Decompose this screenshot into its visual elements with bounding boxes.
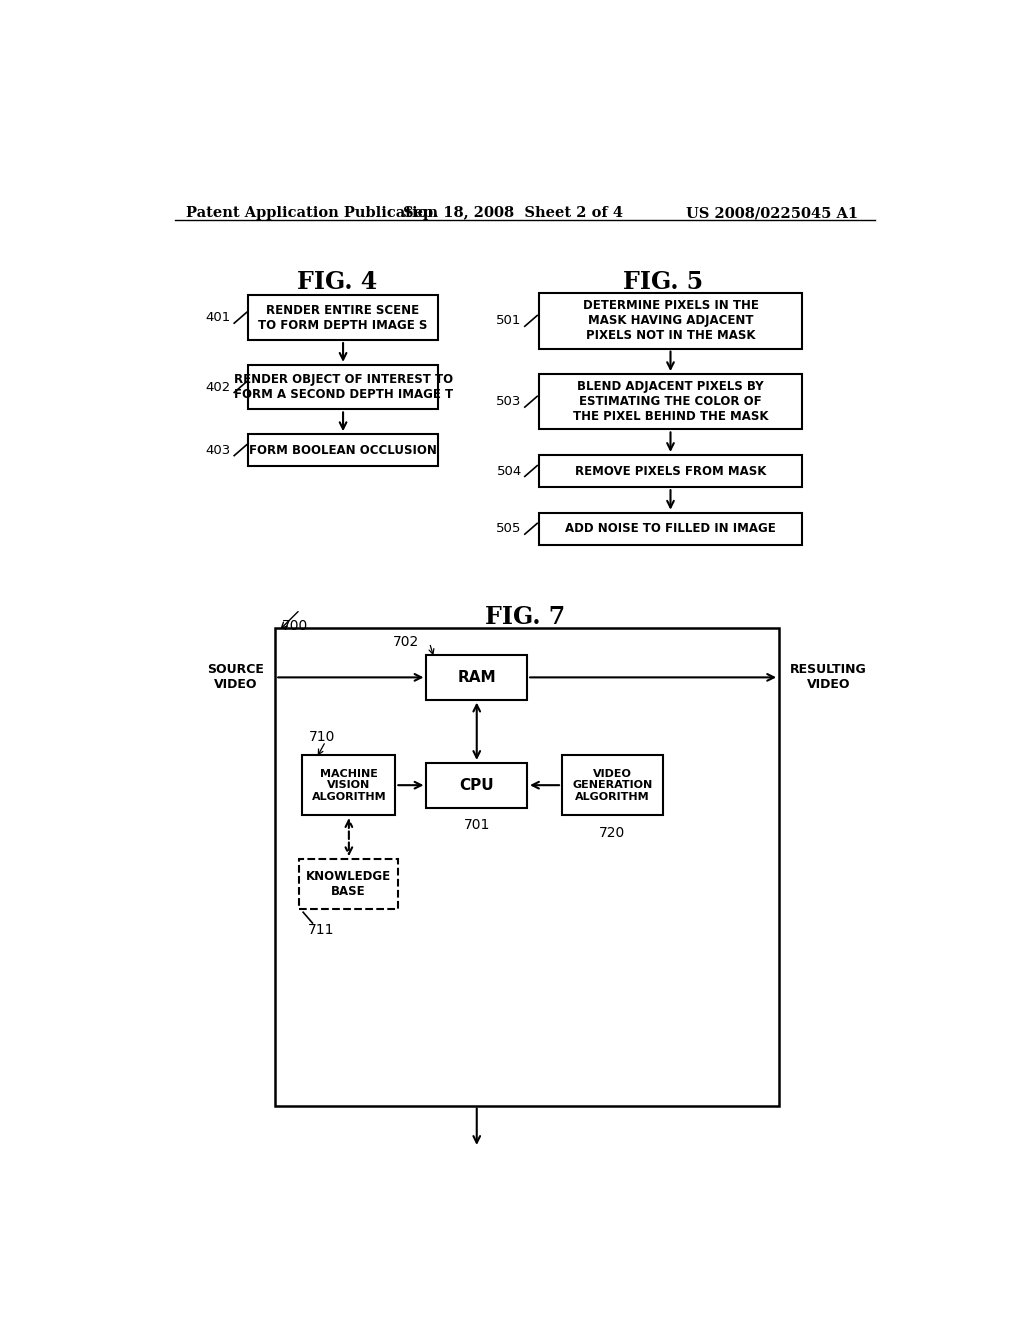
Text: RENDER OBJECT OF INTEREST TO
FORM A SECOND DEPTH IMAGE T: RENDER OBJECT OF INTEREST TO FORM A SECO…: [233, 374, 453, 401]
Text: US 2008/0225045 A1: US 2008/0225045 A1: [686, 206, 858, 220]
Text: Sep. 18, 2008  Sheet 2 of 4: Sep. 18, 2008 Sheet 2 of 4: [403, 206, 624, 220]
Text: 701: 701: [464, 818, 489, 833]
Text: REMOVE PIXELS FROM MASK: REMOVE PIXELS FROM MASK: [574, 465, 766, 478]
Text: 702: 702: [392, 635, 419, 649]
Text: 403: 403: [206, 444, 231, 457]
FancyBboxPatch shape: [302, 755, 395, 816]
Text: Patent Application Publication: Patent Application Publication: [186, 206, 438, 220]
Text: 711: 711: [308, 923, 334, 937]
FancyBboxPatch shape: [299, 859, 397, 909]
Text: BLEND ADJACENT PIXELS BY
ESTIMATING THE COLOR OF
THE PIXEL BEHIND THE MASK: BLEND ADJACENT PIXELS BY ESTIMATING THE …: [572, 380, 768, 424]
Text: FORM BOOLEAN OCCLUSION: FORM BOOLEAN OCCLUSION: [249, 444, 437, 457]
Text: KNOWLEDGE
BASE: KNOWLEDGE BASE: [305, 870, 391, 898]
FancyBboxPatch shape: [539, 293, 802, 348]
Text: MACHINE
VISION
ALGORITHM: MACHINE VISION ALGORITHM: [311, 768, 386, 801]
FancyBboxPatch shape: [539, 512, 802, 545]
Text: 402: 402: [206, 380, 231, 393]
Text: FIG. 7: FIG. 7: [484, 605, 565, 630]
Text: RAM: RAM: [458, 669, 496, 685]
Text: FIG. 4: FIG. 4: [297, 271, 378, 294]
FancyBboxPatch shape: [248, 434, 438, 466]
FancyBboxPatch shape: [426, 763, 527, 808]
Text: FIG. 5: FIG. 5: [623, 271, 702, 294]
Text: ADD NOISE TO FILLED IN IMAGE: ADD NOISE TO FILLED IN IMAGE: [565, 523, 776, 536]
Text: 503: 503: [497, 395, 521, 408]
Text: 720: 720: [599, 826, 626, 840]
Text: 501: 501: [497, 314, 521, 327]
Text: VIDEO
GENERATION
ALGORITHM: VIDEO GENERATION ALGORITHM: [572, 768, 652, 801]
Text: 700: 700: [282, 619, 307, 632]
Text: CPU: CPU: [460, 777, 494, 793]
Text: 505: 505: [497, 523, 521, 536]
Text: DETERMINE PIXELS IN THE
MASK HAVING ADJACENT
PIXELS NOT IN THE MASK: DETERMINE PIXELS IN THE MASK HAVING ADJA…: [583, 300, 759, 342]
Text: 710: 710: [308, 730, 335, 744]
Text: 504: 504: [497, 465, 521, 478]
FancyBboxPatch shape: [248, 296, 438, 341]
Text: 401: 401: [206, 312, 231, 325]
FancyBboxPatch shape: [426, 655, 527, 700]
FancyBboxPatch shape: [275, 628, 779, 1106]
FancyBboxPatch shape: [539, 374, 802, 429]
Text: RESULTING
VIDEO: RESULTING VIDEO: [790, 664, 866, 692]
Text: RENDER ENTIRE SCENE
TO FORM DEPTH IMAGE S: RENDER ENTIRE SCENE TO FORM DEPTH IMAGE …: [258, 304, 428, 331]
Text: SOURCE
VIDEO: SOURCE VIDEO: [208, 664, 264, 692]
FancyBboxPatch shape: [248, 364, 438, 409]
FancyBboxPatch shape: [562, 755, 663, 816]
FancyBboxPatch shape: [539, 455, 802, 487]
